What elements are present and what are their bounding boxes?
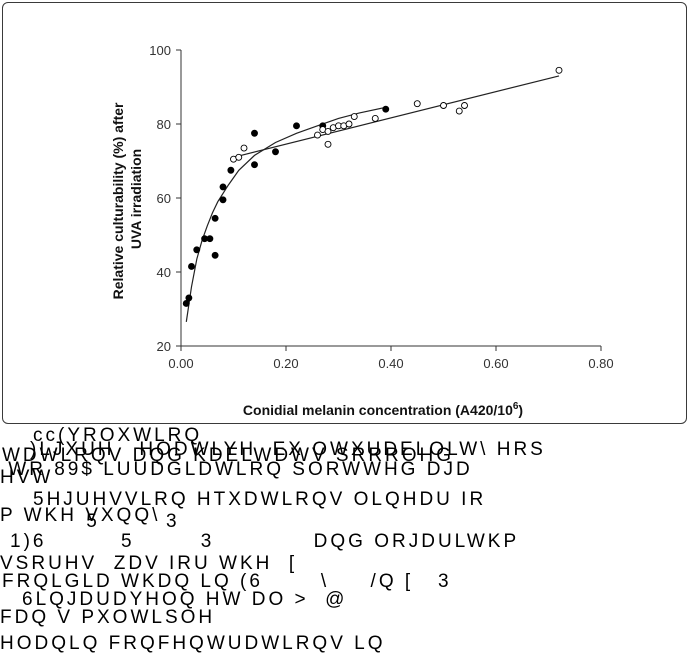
y-tick-label: 100 [149, 43, 171, 58]
x-tick-label: 0.00 [168, 356, 193, 371]
figure-caption: cc(YROXWLRQ WDWLRQV DQG KDELWDWV SRRROHG… [0, 426, 689, 668]
caption-line: FDQ V PXOWLSOH [0, 607, 216, 628]
caption-overlay-line: 5HJUHVVLRQ HTXDWLRQV OLQHDU IR [33, 489, 487, 510]
filled-data-point [293, 122, 300, 130]
filled-data-point [193, 246, 201, 254]
axes [176, 49, 602, 351]
x-tick-label: 0.40 [378, 356, 403, 371]
fit-lines [185, 75, 560, 322]
tick-labels: 20 40 60 80 100 0.00 0.20 0.40 0.60 0.80 [149, 43, 613, 371]
filled-data-point [251, 161, 258, 169]
caption-line: WDWLRQV DQG KDELWDWV SRRROHG [2, 445, 455, 466]
caption-line: HODQLQ FRQFHQWUDWLRQV LQ [0, 633, 386, 654]
y-axis-title: Relative culturability (%) after UVA irr… [110, 99, 144, 300]
x-tick-label: 0.20 [273, 356, 298, 371]
open-data-point [240, 144, 248, 152]
filled-data-point [182, 300, 190, 307]
figure-frame: 20 40 60 80 100 0.00 0.20 0.40 0.60 0.80 Conidial… [2, 2, 687, 424]
caption-line: cc(YROXWLRQ [33, 426, 203, 446]
filled-data-point [382, 105, 390, 113]
caption-line: HVW [0, 467, 54, 488]
caption-line: 1)6 5 3 DQG ORJDULWKP [10, 531, 520, 552]
open-data-point [324, 140, 332, 148]
caption-overlay-line: WR 89$ LUUDGLDWLRQ SORWWHG DJD [0, 459, 473, 480]
open-data-point [235, 153, 243, 161]
filled-data-point [272, 148, 279, 156]
open-data-point [345, 120, 353, 128]
caption-overlay-line: 5 3 [20, 511, 180, 532]
x-tick-label: 0.80 [588, 356, 613, 371]
fit-line [185, 106, 386, 322]
scatter-chart: 20 40 60 80 100 0.00 0.20 0.40 0.60 0.80 Conidial… [110, 43, 614, 418]
open-data-point [440, 102, 447, 109]
filled-data-point [211, 251, 219, 259]
open-data-point [350, 113, 358, 121]
open-data-point [455, 107, 463, 115]
filled-data-point [219, 196, 227, 204]
filled-data-point [219, 183, 227, 191]
y-tick-label: 80 [157, 117, 171, 132]
open-data-point [555, 66, 563, 74]
fit-line [233, 75, 560, 158]
x-axis-title: Conidial melanin concentration (A420/106… [243, 401, 523, 418]
open-data-point [461, 102, 468, 109]
caption-overlay-line: 6LQJDUDYHOQ HW DO > @ [22, 589, 348, 610]
open-data-point [371, 114, 379, 122]
filled-data-point [188, 263, 195, 270]
caption-overlay-line: )LJXUH HODWLYH EX OWXUDELOLW\ HRS [30, 439, 546, 460]
x-tick-label: 0.60 [483, 356, 508, 371]
filled-data-point [185, 294, 193, 302]
data-points [182, 66, 563, 307]
y-tick-label: 60 [157, 191, 171, 206]
open-data-point [324, 127, 332, 135]
y-tick-label: 20 [157, 339, 171, 354]
filled-data-point [211, 214, 219, 222]
caption-overlay-line: VSRUHV ZDV IRU WKH [ [0, 553, 298, 574]
y-tick-label: 40 [157, 265, 171, 280]
open-data-point [413, 100, 421, 108]
filled-data-point [227, 166, 235, 174]
caption-overlay-line: FRQLGLD WKDQ LQ (6 \ /Q [ 3 [2, 571, 452, 592]
filled-data-point [206, 235, 214, 243]
filled-data-point [251, 129, 258, 137]
caption-line: P WKH VXQQ\ [0, 505, 161, 526]
open-data-point [314, 131, 321, 139]
